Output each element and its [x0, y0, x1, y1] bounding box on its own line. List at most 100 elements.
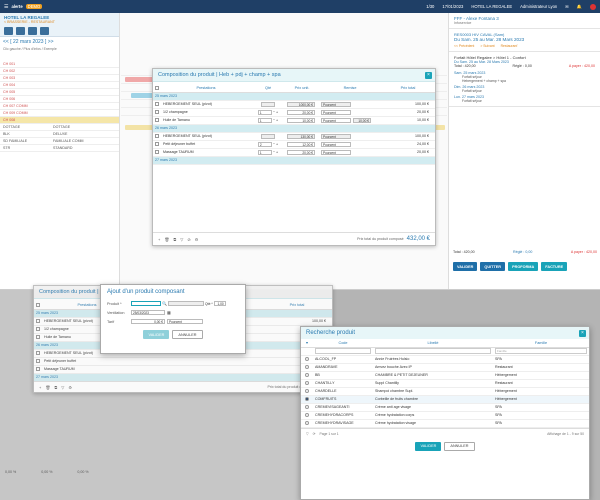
qty-input[interactable]: 1 — [258, 110, 272, 115]
settings-icon[interactable]: ⚙ — [68, 385, 72, 390]
qty-input[interactable] — [261, 102, 275, 107]
tarif-input[interactable]: 0,00 € — [131, 319, 165, 324]
row-checkbox[interactable] — [36, 335, 40, 339]
row-radio[interactable] — [305, 373, 309, 377]
qty-input[interactable]: 2 — [258, 142, 272, 147]
add-icon[interactable]: + — [158, 237, 160, 242]
calendar-icon[interactable] — [4, 27, 13, 35]
discount-mode-select[interactable]: Pourcent — [321, 150, 351, 155]
notifications-icon[interactable]: 🔔 — [577, 4, 582, 10]
add-icon[interactable]: + — [39, 385, 41, 390]
row-checkbox[interactable] — [155, 134, 159, 138]
family-filter-select[interactable]: Famille — [495, 348, 587, 354]
topbar-date[interactable]: 17/01/2023 — [442, 4, 463, 9]
table-row[interactable]: Massage TAURUM20,00 € — [34, 365, 332, 373]
row-radio[interactable] — [305, 357, 309, 361]
unit-price-input[interactable]: 130,00 € — [287, 134, 315, 139]
close-icon[interactable]: × — [425, 72, 432, 79]
pagination[interactable]: Page 1 sur 1 — [319, 432, 338, 436]
restaurant-link[interactable]: Restauranť — [501, 44, 518, 48]
copy-icon[interactable]: ⧉ — [54, 385, 57, 390]
chat-icon[interactable]: ✉ — [565, 4, 569, 9]
table-row[interactable]: HEBERGEMENT SEUL (pivot) 1000,00 € Pourcen… — [153, 100, 435, 108]
row-radio[interactable] — [305, 421, 309, 425]
sort-icon[interactable]: ▾ — [306, 341, 308, 345]
qty-input[interactable] — [261, 134, 275, 139]
home-icon[interactable] — [40, 27, 49, 35]
row-radio[interactable] — [305, 405, 309, 409]
minus-icon[interactable]: − — [273, 142, 275, 146]
group-label[interactable]: 25 mars 2023 — [153, 92, 435, 100]
discount-mode-select[interactable]: Pourcent — [321, 102, 351, 107]
row-radio[interactable] — [305, 381, 309, 385]
group-row[interactable]: 27 mars 2023 — [34, 373, 332, 381]
clear-filter-icon[interactable]: ⊘ — [187, 237, 190, 242]
list-icon[interactable] — [28, 27, 37, 35]
row-checkbox[interactable] — [36, 327, 40, 331]
cancel-button[interactable]: ANNULER — [172, 330, 202, 339]
column-header[interactable]: Prix total — [381, 84, 435, 92]
column-header[interactable]: Libellé — [373, 339, 493, 347]
table-row[interactable]: Petit déjeuner buffet24,00 € — [34, 357, 332, 365]
group-label[interactable]: 27 mars 2023 — [153, 156, 435, 164]
date-navigation[interactable]: << [ 22 mars 2023 ] >> — [0, 37, 119, 47]
delete-icon[interactable]: 🗑 — [45, 385, 50, 390]
row-checkbox[interactable] — [155, 142, 159, 146]
tarif-mode-select[interactable]: Pourcent — [167, 319, 203, 324]
row-radio[interactable] — [305, 397, 309, 401]
copy-icon[interactable]: ⧉ — [173, 237, 176, 242]
filter-icon[interactable]: ▽ — [306, 432, 309, 436]
validate-button[interactable]: VALIDER — [453, 262, 477, 271]
room-row[interactable]: CH 003 — [0, 75, 119, 82]
row-radio[interactable] — [305, 365, 309, 369]
invoice-button[interactable]: FACTURE — [541, 262, 567, 271]
filter-icon[interactable]: ▽ — [61, 385, 64, 390]
topbar-user-menu[interactable]: Administrateur Lyon — [520, 4, 557, 9]
label-filter-input[interactable] — [375, 348, 491, 354]
room-type-row[interactable]: SD FAMILIALE FAMILIALE COMM — [0, 138, 119, 145]
table-row[interactable]: Massage TAURUM 1 −+ 20,00 € Pourcent 20,00 € — [153, 148, 435, 156]
row-radio[interactable] — [305, 413, 309, 417]
column-header[interactable]: Famille — [493, 339, 589, 347]
column-header[interactable]: Qté — [251, 84, 285, 92]
row-checkbox[interactable] — [155, 110, 159, 114]
date-input[interactable]: 25/03/2023 — [131, 310, 165, 315]
product-row[interactable]: CREMEHYDRACORPS Crème hydratation corps SP… — [301, 411, 589, 419]
product-row[interactable]: CREMEVISAGEANTI Crème anti age visage SPA — [301, 403, 589, 411]
row-checkbox[interactable] — [36, 359, 40, 363]
row-checkbox[interactable] — [155, 102, 159, 106]
cancel-button[interactable]: ANNULER — [444, 442, 474, 451]
minus-icon[interactable]: − — [273, 118, 275, 122]
group-row[interactable]: 27 mars 2023 — [153, 156, 435, 164]
calendar-icon[interactable]: ▦ — [167, 310, 171, 315]
qty-input[interactable]: 1 — [258, 150, 272, 155]
discount-mode-select[interactable]: Pourcent — [321, 110, 351, 115]
room-row[interactable]: CH 005 — [0, 89, 119, 96]
room-row[interactable]: CH 008 — [0, 117, 119, 124]
room-row[interactable]: CH 006 — [0, 96, 119, 103]
product-row[interactable]: CHARDELLE Shampoi chambre Supl. Hébergemen… — [301, 387, 589, 395]
row-checkbox[interactable] — [36, 367, 40, 371]
table-row[interactable]: Petit déjeuner buffet 2 −+ 12,00 € Pourcent 2… — [153, 140, 435, 148]
column-header[interactable]: Prestations — [161, 84, 251, 92]
row-radio[interactable] — [305, 389, 309, 393]
room-row[interactable]: CH 001 — [0, 61, 119, 68]
validate-button[interactable]: VALIDER — [415, 442, 441, 451]
filter-icon[interactable]: ▽ — [180, 237, 183, 242]
plus-icon[interactable]: + — [276, 150, 278, 154]
group-row[interactable]: 25 mars 2023 — [153, 92, 435, 100]
discount-mode-select[interactable]: Pourcent — [321, 118, 351, 123]
qty-input[interactable]: 1 — [258, 118, 272, 123]
refresh-icon[interactable]: ⟳ — [313, 432, 316, 436]
room-row[interactable]: CH 007 COMM — [0, 103, 119, 110]
quit-button[interactable]: QUITTER — [480, 262, 505, 271]
discount-mode-select[interactable]: Pourcent — [321, 142, 351, 147]
column-header[interactable]: Code — [313, 339, 373, 347]
table-row[interactable]: Huile de Tamanu 1 −+ 10,00 € Pourcent 10,00 €… — [153, 116, 435, 124]
qty-input[interactable]: 1,00 — [214, 301, 226, 306]
delete-icon[interactable]: 🗑 — [164, 237, 169, 242]
close-icon[interactable]: × — [579, 330, 586, 337]
next-link[interactable]: > Suivant — [480, 44, 494, 48]
group-label[interactable]: 27 mars 2023 — [34, 373, 332, 381]
code-filter-input[interactable] — [315, 348, 371, 354]
